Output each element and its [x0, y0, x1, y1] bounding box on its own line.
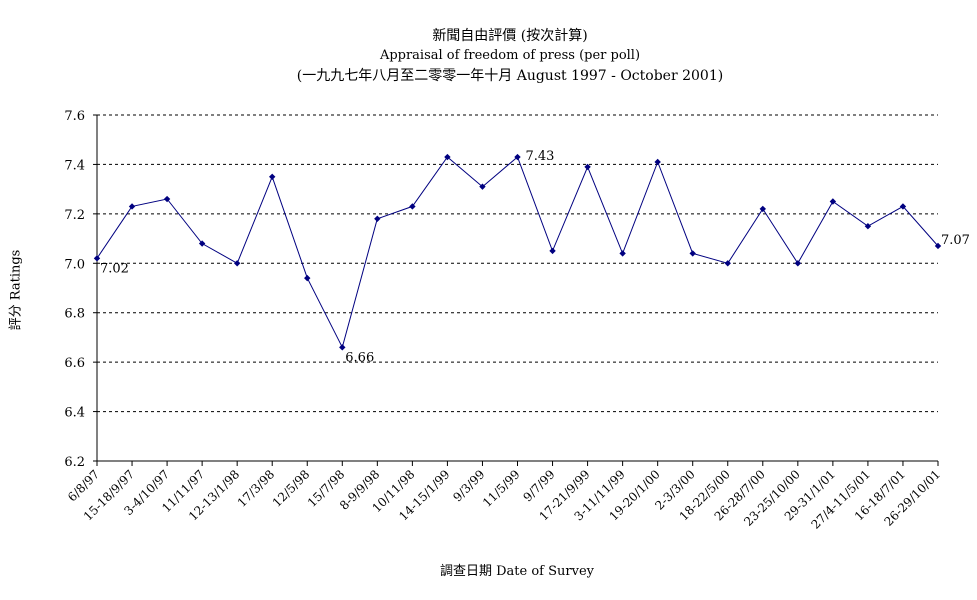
y-tick-label: 7.6 — [64, 109, 85, 124]
data-point — [899, 203, 907, 210]
data-point — [444, 153, 451, 161]
x-tick-label: 12/5/98 — [270, 467, 313, 510]
chart-subtitle: Appraisal of freedom of press (per poll) — [379, 48, 641, 63]
data-point — [654, 158, 661, 166]
y-tick-label: 6.2 — [64, 455, 85, 470]
chart-title-block: 新聞自由評價 (按次計算) Appraisal of freedom of pr… — [0, 26, 977, 86]
data-point — [163, 195, 171, 203]
data-point — [829, 198, 837, 205]
data-label: 7.02 — [100, 261, 129, 276]
data-label: 6.66 — [345, 350, 374, 365]
data-label: 7.07 — [941, 233, 970, 248]
series-line — [96, 156, 939, 349]
x-tick-label: 17/3/98 — [235, 467, 278, 510]
y-tick-label: 7.0 — [64, 257, 85, 272]
data-point — [409, 203, 416, 210]
data-point — [304, 274, 311, 282]
data-point — [233, 260, 241, 267]
data-point — [549, 247, 556, 255]
data-point — [514, 153, 521, 161]
data-point — [198, 240, 206, 247]
data-label: 7.43 — [526, 149, 555, 164]
data-point — [339, 344, 346, 351]
chart-title: 新聞自由評價 (按次計算) — [432, 28, 588, 44]
y-tick-label: 7.2 — [64, 208, 85, 223]
data-point — [619, 250, 626, 257]
chart-period: (一九九七年八月至二零零一年十月 August 1997 - October 2… — [296, 68, 724, 84]
y-tick-label: 6.6 — [64, 356, 85, 371]
x-tick-label: 11/5/99 — [480, 467, 523, 510]
y-tick-label: 6.4 — [64, 406, 85, 421]
data-point — [374, 215, 381, 222]
data-point — [269, 173, 276, 180]
data-point — [128, 203, 136, 210]
data-point — [794, 260, 802, 267]
y-tick-label: 6.8 — [64, 307, 85, 322]
data-point — [93, 255, 101, 262]
data-point — [759, 205, 766, 213]
data-point — [479, 183, 486, 190]
data-point — [689, 250, 696, 257]
x-axis-label: 調查日期 Date of Survey — [439, 564, 595, 579]
data-point — [724, 260, 731, 267]
y-tick-label: 7.4 — [64, 158, 85, 173]
data-point — [934, 242, 942, 250]
data-point — [584, 163, 591, 171]
data-point — [864, 223, 872, 230]
